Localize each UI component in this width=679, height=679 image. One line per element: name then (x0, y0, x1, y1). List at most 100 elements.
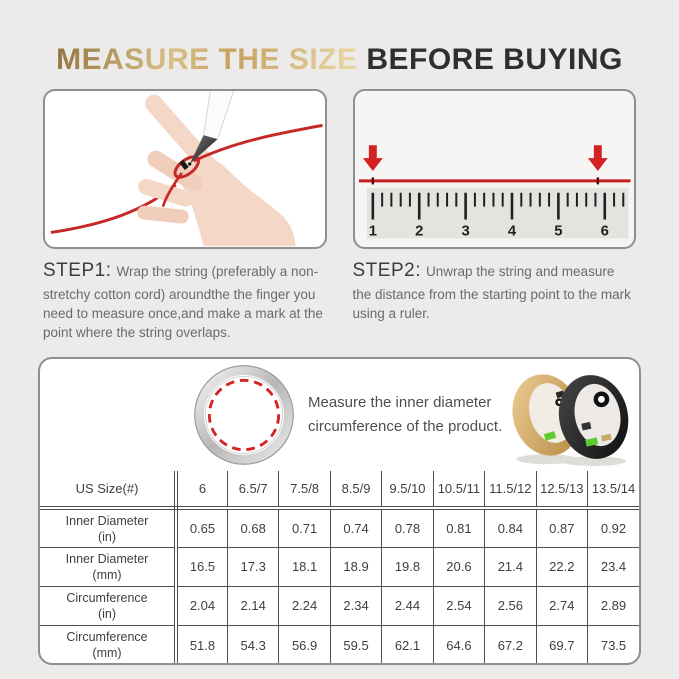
pen-graphic (188, 91, 235, 166)
measure-note-line1: Measure the inner diameter (308, 393, 492, 411)
row-label: Circumference (66, 630, 148, 645)
row-label-cell: Inner Diameter (mm) (40, 546, 178, 587)
ruler-strip (366, 187, 629, 239)
black-ring-graphic (558, 375, 629, 460)
row-unit: (in) (97, 529, 117, 544)
ruler-minor-ticks (380, 192, 624, 207)
size-cell: 7.5/8 (278, 471, 331, 511)
value-cell: 0.87 (535, 507, 589, 548)
step1-label: STEP1: (43, 260, 112, 281)
table-row: Circumference (in) 2.04 2.14 2.24 2.34 2… (40, 585, 639, 626)
value-cell: 62.1 (381, 624, 434, 664)
row-label-cell: Circumference (in) (40, 585, 178, 626)
value-cell: 59.5 (329, 624, 383, 664)
step1-caption: STEP1: Wrap the string (preferably a non-… (43, 258, 327, 342)
value-cell: 2.74 (535, 585, 589, 626)
size-cell: 10.5/11 (432, 471, 486, 511)
value-cell: 67.2 (484, 624, 537, 664)
value-cell: 2.34 (329, 585, 383, 626)
main-title: MEASURE THE SIZE BEFORE BUYING (0, 0, 679, 75)
ruler-numbers: 1 2 3 4 5 6 (368, 223, 608, 239)
row-unit: (mm) (92, 646, 122, 661)
ruler-number: 1 (368, 223, 376, 239)
end-arrow-icon (587, 145, 608, 171)
hand-graphic (137, 94, 296, 247)
size-cell: 12.5/13 (535, 471, 589, 511)
value-cell: 51.8 (175, 624, 228, 664)
measure-note-line2: circumference of the product. (308, 418, 503, 436)
size-table: US Size(#) 6 6.5/7 7.5/8 8.5/9 9.5/10 10… (40, 471, 639, 664)
value-cell: 0.74 (329, 507, 383, 548)
value-cell: 69.7 (535, 624, 589, 664)
value-cell: 18.9 (329, 546, 383, 587)
ruler-number: 5 (554, 223, 562, 239)
size-cell: 9.5/10 (381, 471, 434, 511)
size-cell: 6 (175, 471, 228, 511)
step2-caption: STEP2: Unwrap the string and measure the … (353, 258, 637, 342)
value-cell: 0.65 (175, 507, 228, 548)
value-cell: 2.89 (587, 585, 639, 626)
size-chart-panel: Measure the inner diameter circumference… (38, 357, 641, 666)
step1-text: Wrap the string (preferably a non-stretc… (43, 264, 323, 341)
ruler-number: 3 (461, 223, 469, 239)
value-cell: 64.6 (432, 624, 486, 664)
value-cell: 17.3 (226, 546, 280, 587)
value-cell: 0.71 (278, 507, 331, 548)
value-cell: 73.5 (587, 624, 639, 664)
ruler-major-ticks (371, 192, 606, 220)
table-row: Inner Diameter (in) 0.65 0.68 0.71 0.74 … (40, 507, 639, 548)
panel-top: Measure the inner diameter circumference… (40, 359, 639, 471)
value-cell: 2.24 (278, 585, 331, 626)
title-rest: BEFORE BUYING (357, 43, 623, 76)
size-cell: 13.5/14 (587, 471, 639, 511)
step1-illustration-panel (43, 89, 327, 249)
step2-text: Unwrap the string and measure the distan… (352, 264, 631, 322)
value-cell: 0.92 (587, 507, 639, 548)
table-header-row: US Size(#) 6 6.5/7 7.5/8 8.5/9 9.5/10 10… (40, 471, 639, 511)
row-label-cell: Circumference (mm) (40, 624, 178, 664)
size-cell: 8.5/9 (329, 471, 383, 511)
value-cell: 0.81 (432, 507, 486, 548)
step2-label: STEP2: (352, 260, 421, 281)
ring-face-graphic (194, 365, 294, 466)
value-cell: 18.1 (278, 546, 331, 587)
row-label: Inner Diameter (65, 513, 149, 528)
string-mark (179, 159, 189, 170)
value-cell: 21.4 (484, 546, 537, 587)
value-cell: 20.6 (432, 546, 486, 587)
table-header-label: US Size(#) (40, 471, 178, 511)
smart-rings-graphic (512, 374, 629, 467)
ruler-graphic: 1 2 3 4 5 6 (358, 145, 631, 239)
value-cell: 19.8 (381, 546, 434, 587)
value-cell: 2.14 (226, 585, 280, 626)
title-highlight: MEASURE THE SIZE (56, 43, 358, 76)
measure-note: Measure the inner diameter circumference… (308, 391, 502, 441)
value-cell: 16.5 (175, 546, 228, 587)
value-cell: 2.44 (381, 585, 434, 626)
inner-diameter-dashed-circle (207, 379, 281, 452)
step2-illustration-panel: 1 2 3 4 5 6 (352, 89, 636, 249)
value-cell: 0.84 (484, 507, 537, 548)
row-label: Circumference (66, 590, 148, 605)
ruler-number: 6 (600, 223, 608, 239)
size-cell: 11.5/12 (484, 471, 537, 511)
value-cell: 2.54 (432, 585, 486, 626)
row-label-cell: Inner Diameter (in) (40, 507, 178, 548)
value-cell: 0.68 (226, 507, 280, 548)
hand-illustration (50, 91, 323, 247)
size-cell: 6.5/7 (226, 471, 280, 511)
row-label: Inner Diameter (65, 551, 149, 566)
row-unit: (in) (97, 606, 117, 621)
value-cell: 0.78 (381, 507, 434, 548)
table-row: Circumference (mm) 51.8 54.3 56.9 59.5 6… (40, 624, 639, 664)
row-unit: (mm) (92, 567, 122, 582)
step-captions: STEP1: Wrap the string (preferably a non-… (0, 258, 679, 342)
start-arrow-icon (362, 145, 383, 171)
table-row: Inner Diameter (mm) 16.5 17.3 18.1 18.9 … (40, 546, 639, 587)
value-cell: 22.2 (535, 546, 589, 587)
value-cell: 23.4 (587, 546, 639, 587)
step-panels: 1 2 3 4 5 6 (0, 89, 679, 249)
value-cell: 54.3 (226, 624, 280, 664)
ruler-number: 4 (507, 223, 516, 239)
